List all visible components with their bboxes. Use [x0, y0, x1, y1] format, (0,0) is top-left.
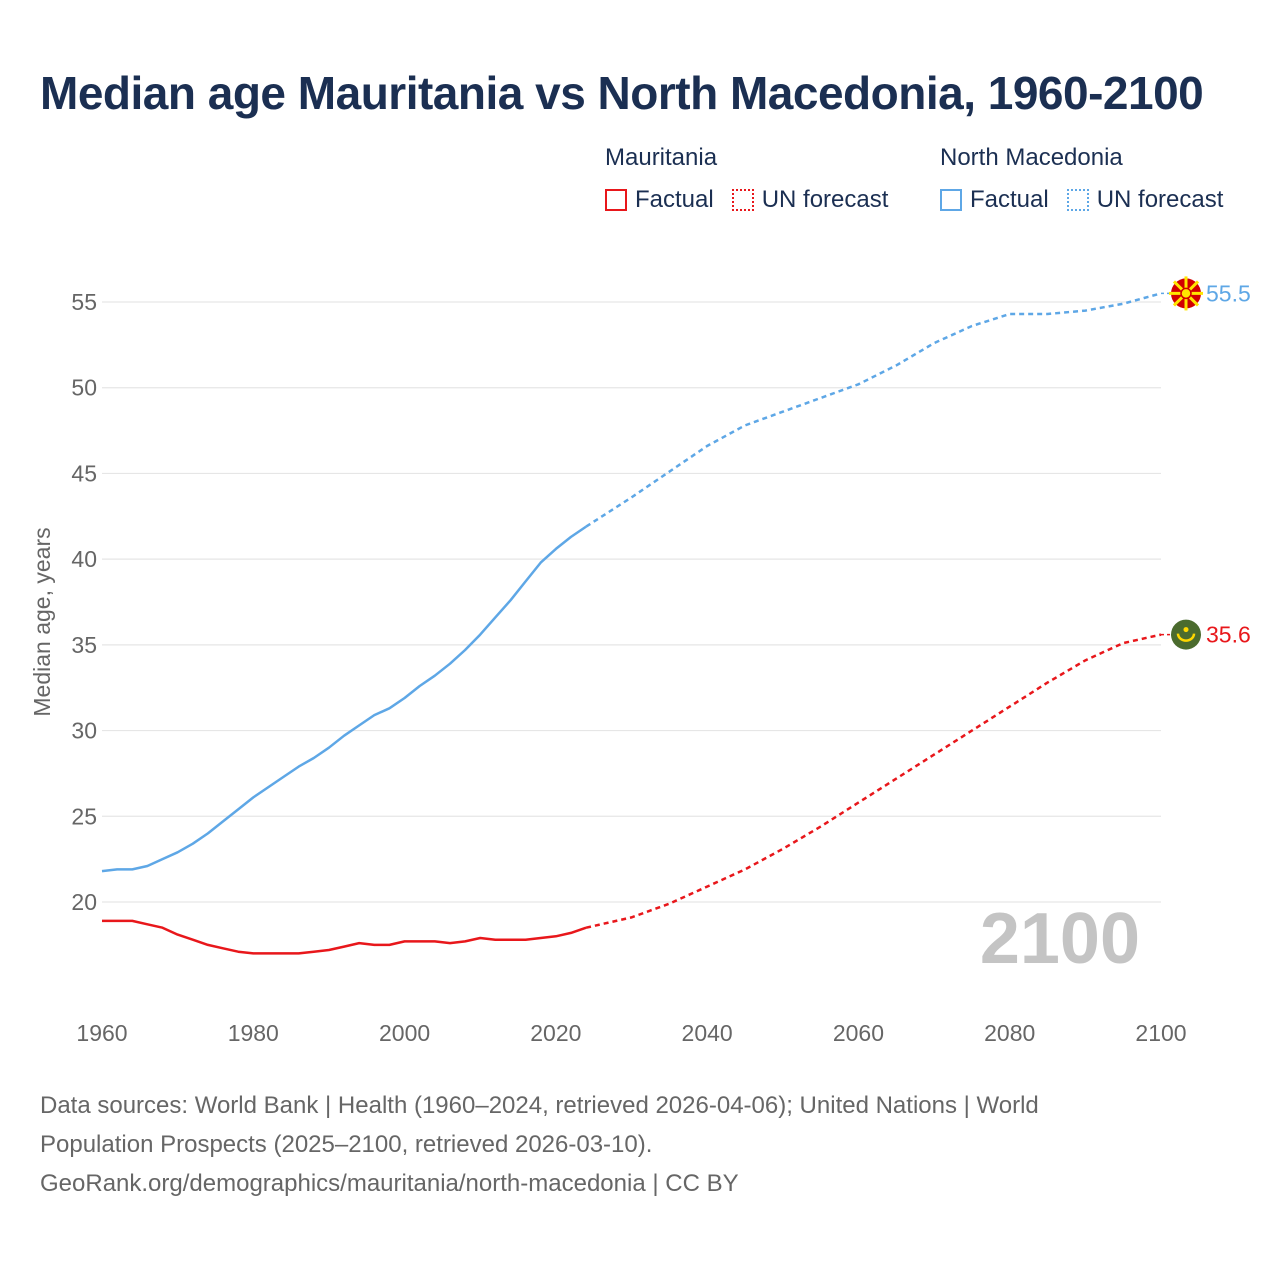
x-tick-label: 1960: [76, 1020, 127, 1046]
x-tick-label: 1980: [228, 1020, 279, 1046]
footer-line-1: Data sources: World Bank | Health (1960–…: [40, 1092, 1039, 1119]
legend-item-north-macedonia-factual[interactable]: Factual: [940, 186, 1049, 214]
series-line-mauritania-factual: [102, 919, 587, 955]
y-tick-label: 35: [71, 632, 97, 658]
legend-group-name: Mauritania: [605, 144, 718, 171]
year-watermark: 2100: [980, 899, 1140, 979]
footer-sources: Data sources: World Bank | Health (1960–…: [40, 1086, 1240, 1203]
footer-line-3[interactable]: GeoRank.org/demographics/mauritania/nort…: [40, 1170, 739, 1197]
end-markers: 35.6 55.5: [1161, 276, 1251, 650]
x-tick-label: 2100: [1135, 1020, 1186, 1046]
x-tick-label: 2080: [984, 1020, 1035, 1046]
chart-title: Median age Mauritania vs North Macedonia…: [40, 67, 1204, 119]
flag-star: [1183, 627, 1189, 633]
flag-sun: [1180, 287, 1192, 300]
end-value-label: 35.6: [1206, 622, 1251, 648]
y-tick-label: 30: [71, 718, 97, 744]
y-axis-label: Median age, years: [29, 527, 55, 716]
legend-label: Factual: [970, 186, 1049, 213]
y-tick-label: 50: [71, 375, 97, 401]
line-chart: 20 25 30 35 40 45 50 55 1960 1980 2000 2020 2040 206…: [29, 276, 1251, 1046]
y-axis-ticks: 20 25 30 35 40 45 50 55: [71, 289, 97, 915]
legend-label: UN forecast: [1096, 186, 1224, 213]
legend-label: Factual: [635, 186, 714, 213]
footer-line-2: Population Prospects (2025–2100, retriev…: [40, 1131, 653, 1158]
legend-swatch-solid: [605, 189, 627, 211]
series-lines: [101, 292, 1162, 955]
legend-group-mauritania: Mauritania Factual UN forecast: [605, 144, 906, 214]
x-tick-label: 2020: [530, 1020, 581, 1046]
series-line-mauritania-forecast: [585, 633, 1162, 929]
north-macedonia-flag-icon: [1169, 276, 1203, 311]
legend-swatch-dotted: [1066, 189, 1089, 211]
series-line-north-macedonia-forecast: [585, 292, 1162, 528]
legend-item-north-macedonia-forecast[interactable]: UN forecast: [1066, 186, 1224, 214]
flag-background: [1171, 619, 1201, 650]
mauritania-flag-icon: [1171, 619, 1201, 650]
x-tick-label: 2000: [379, 1020, 430, 1046]
gridlines: [102, 301, 1161, 903]
end-value-label: 55.5: [1206, 280, 1251, 306]
legend-swatch-dotted: [731, 189, 754, 211]
legend-group-name: North Macedonia: [940, 144, 1123, 171]
flag-crescent: [1176, 633, 1196, 642]
y-tick-label: 45: [71, 460, 97, 486]
legend-label: UN forecast: [761, 186, 889, 213]
y-tick-label: 20: [71, 889, 97, 915]
x-tick-label: 2060: [833, 1020, 884, 1046]
x-axis-ticks: 1960 1980 2000 2020 2040 2060 2080 2100: [76, 1020, 1186, 1046]
legend-item-mauritania-forecast[interactable]: UN forecast: [731, 186, 889, 214]
series-line-north-macedonia-factual: [101, 525, 587, 873]
legend-group-north-macedonia: North Macedonia Factual UN forecast: [940, 144, 1241, 214]
x-tick-label: 2040: [682, 1020, 733, 1046]
y-tick-label: 25: [71, 803, 97, 829]
legend-item-mauritania-factual[interactable]: Factual: [605, 186, 714, 214]
legend-swatch-solid: [940, 189, 962, 211]
y-tick-label: 40: [71, 546, 97, 572]
y-tick-label: 55: [71, 289, 97, 315]
